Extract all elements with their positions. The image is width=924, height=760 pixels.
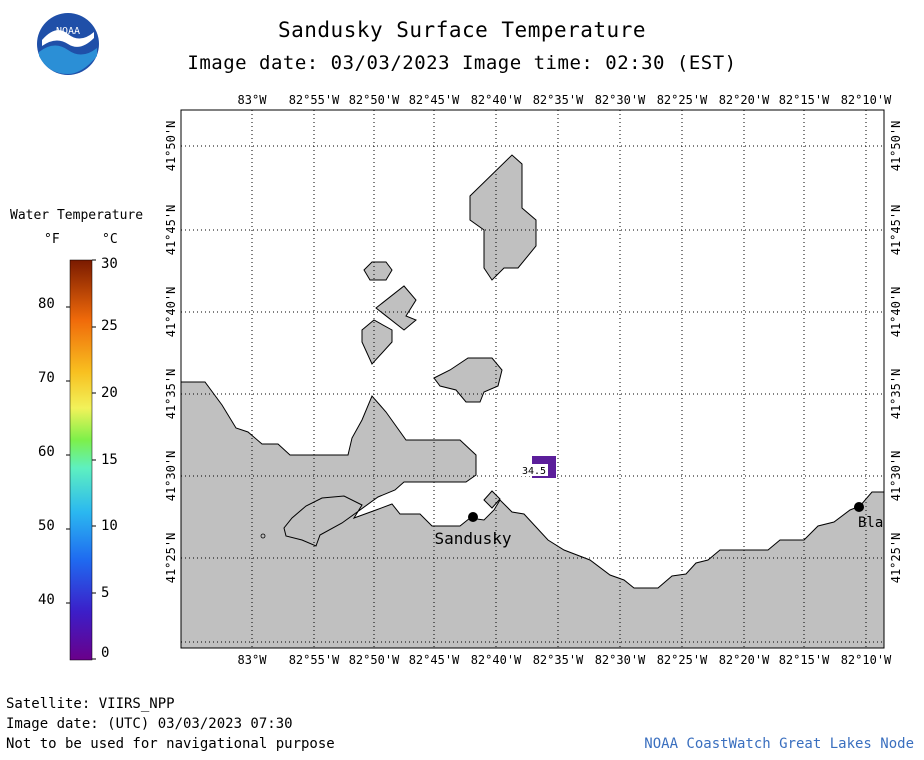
- lon-label-bottom: 82°45'W: [409, 653, 460, 667]
- f-tick-50: 50: [38, 518, 55, 534]
- lat-label-right: 41°25'N: [889, 533, 903, 584]
- c-tick-0: 0: [101, 645, 110, 661]
- f-tick-80: 80: [38, 296, 55, 312]
- temperature-label: 34.5: [522, 466, 546, 477]
- lon-label-top: 82°25'W: [657, 93, 708, 107]
- lat-label-right: 41°35'N: [889, 369, 903, 420]
- lat-label-left: 41°30'N: [164, 451, 178, 502]
- f-tick-60: 60: [38, 444, 55, 460]
- island-small-3: [361, 319, 393, 365]
- graticule: [181, 110, 884, 648]
- lat-label-right: 41°30'N: [889, 451, 903, 502]
- disclaimer: Not to be used for navigational purpose: [6, 736, 335, 752]
- credit-link[interactable]: NOAA CoastWatch Great Lakes Node: [644, 736, 914, 752]
- city-label-sandusky: Sandusky: [434, 529, 511, 548]
- map-frame: [180, 109, 885, 649]
- lat-label-left: 41°45'N: [164, 205, 178, 256]
- city-dot-bla: [854, 502, 864, 512]
- lon-label-bottom: 82°55'W: [289, 653, 340, 667]
- lon-label-top: 82°35'W: [533, 93, 584, 107]
- c-tick-10: 10: [101, 518, 118, 534]
- f-tick-70: 70: [38, 370, 55, 386]
- small-islet: [260, 533, 266, 539]
- lat-label-left: 41°50'N: [164, 121, 178, 172]
- lon-label-top: 82°20'W: [719, 93, 770, 107]
- lat-label-left: 41°35'N: [164, 369, 178, 420]
- c-tick-15: 15: [101, 452, 118, 468]
- lon-label-top: 82°30'W: [595, 93, 646, 107]
- lon-label-bottom: 82°30'W: [595, 653, 646, 667]
- lon-label-bottom: 82°10'W: [841, 653, 892, 667]
- lon-label-top: 82°45'W: [409, 93, 460, 107]
- lon-label-bottom: 82°20'W: [719, 653, 770, 667]
- lon-label-bottom: 83°W: [238, 653, 268, 667]
- land-mainland: [180, 381, 885, 649]
- island-small-1: [363, 261, 393, 281]
- lon-label-top: 82°40'W: [471, 93, 522, 107]
- lon-label-top: 82°50'W: [349, 93, 400, 107]
- lon-label-bottom: 82°35'W: [533, 653, 584, 667]
- legend-title: Water Temperature: [10, 208, 144, 223]
- f-tick-40: 40: [38, 592, 55, 608]
- lat-label-right: 41°50'N: [889, 121, 903, 172]
- lon-label-top: 83°W: [238, 93, 268, 107]
- land-peninsula-tip: [483, 490, 501, 509]
- island-small-2: [375, 285, 417, 331]
- island-pelee: [469, 154, 537, 281]
- c-tick-5: 5: [101, 585, 110, 601]
- c-tick-25: 25: [101, 318, 118, 334]
- satellite-info: Satellite: VIIRS_NPP: [6, 696, 175, 712]
- image-date-time: Image date: 03/03/2023 Image time: 02:30…: [187, 52, 737, 74]
- utc-date: Image date: (UTC) 03/03/2023 07:30: [6, 716, 293, 732]
- color-scale-bar: [66, 259, 96, 661]
- page-title: Sandusky Surface Temperature: [277, 18, 646, 42]
- c-tick-30: 30: [101, 256, 118, 272]
- city-label-bla: Bla: [858, 515, 883, 531]
- temperature-label-bg: [520, 464, 548, 476]
- lon-label-bottom: 82°50'W: [349, 653, 400, 667]
- c-tick-20: 20: [101, 385, 118, 401]
- lon-label-top: 82°55'W: [289, 93, 340, 107]
- lat-label-right: 41°45'N: [889, 205, 903, 256]
- lon-label-bottom: 82°25'W: [657, 653, 708, 667]
- lat-label-left: 41°40'N: [164, 287, 178, 338]
- lon-label-bottom: 82°40'W: [471, 653, 522, 667]
- lat-label-right: 41°40'N: [889, 287, 903, 338]
- lon-label-bottom: 82°15'W: [779, 653, 830, 667]
- logo-text: NOAA: [56, 26, 80, 37]
- city-dot-sandusky: [468, 512, 478, 522]
- legend-unit-c: °C: [102, 232, 118, 247]
- lat-label-left: 41°25'N: [164, 533, 178, 584]
- lon-label-top: 82°10'W: [841, 93, 892, 107]
- lon-label-top: 82°15'W: [779, 93, 830, 107]
- legend-unit-f: °F: [44, 232, 60, 247]
- noaa-logo: NOAA: [37, 13, 99, 75]
- island-kelleys: [433, 357, 503, 403]
